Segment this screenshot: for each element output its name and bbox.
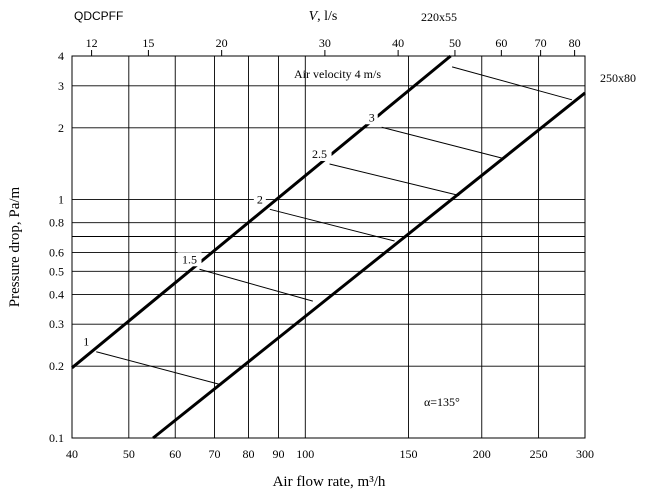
top-tick-label: 60 [495,36,507,50]
y-tick-label: 0.6 [49,245,64,259]
series-line-220x55 [71,54,452,369]
series-line-250x80 [152,91,586,440]
x-tick-label: 200 [473,447,491,461]
x-tick-label: 70 [208,447,220,461]
x-tick-label: 40 [66,447,78,461]
top-tick-label: 20 [216,36,228,50]
velocity-label-bg [307,146,332,161]
angle-annotation: α=135° [424,395,460,409]
top-tick-label: 70 [535,36,547,50]
velocity-label-bg [365,110,378,125]
velocity-line [96,351,222,386]
top-tick-label: 15 [142,36,154,50]
velocity-line [329,163,460,196]
x-tick-label: 150 [400,447,418,461]
velocity-label: 2.5 [312,147,327,161]
x-tick-label: 80 [242,447,254,461]
velocity-line [199,268,313,302]
x-tick-label: 100 [296,447,314,461]
x-tick-label: 300 [576,447,594,461]
x-tick-label: 60 [169,447,181,461]
velocity-caption: Air velocity 4 m/s [294,67,381,81]
y-tick-label: 0.3 [49,317,64,331]
x-tick-label: 50 [123,447,135,461]
series-label-220x55: 220x55 [421,10,457,24]
x-axis-label: Air flow rate, m³/h [273,474,386,490]
velocity-label: 3 [369,110,375,124]
plot-frame [71,55,586,439]
y-tick-label: 3 [58,79,64,93]
velocity-label-bg [253,192,266,207]
tick-labels: 40 50 60 70 80 90 100 150 200 250 3000.10.20.30.40… [49,36,594,461]
velocity-line [269,208,395,242]
top-tick-label: 80 [569,36,581,50]
velocity-label: 1.5 [182,252,197,266]
series-label-250x80: 250x80 [600,71,636,85]
velocity-label: 1 [83,335,89,349]
top-tick-label: 40 [392,36,404,50]
duct-series-lines [71,54,586,440]
velocity-line [381,126,503,159]
velocity-line [451,66,573,101]
top-tick-label: 50 [449,36,461,50]
velocity-label-bg [80,334,93,349]
top-tick-label: 12 [86,36,98,50]
y-tick-label: 0.5 [49,264,64,278]
y-tick-label: 2 [58,121,64,135]
velocity-lines: 1 1.5 2 2.5 3 [80,66,573,386]
y-axis-label: Pressure drop, Pa/m [7,186,23,307]
y-tick-label: 0.4 [49,287,64,301]
grid-lines [71,55,586,439]
y-tick-label: 4 [58,49,64,63]
y-tick-label: 0.8 [49,216,64,230]
top-tick-label: 30 [319,36,331,50]
top-axis-label: V, l/s [309,9,338,24]
y-tick-label: 0.2 [49,359,64,373]
x-tick-label: 250 [530,447,548,461]
y-tick-label: 1 [58,193,64,207]
model-label: QDCPFF [74,9,123,23]
y-tick-label: 0.1 [49,431,64,445]
velocity-label-bg [177,252,202,267]
velocity-label: 2 [257,192,263,206]
x-tick-label: 90 [272,447,284,461]
